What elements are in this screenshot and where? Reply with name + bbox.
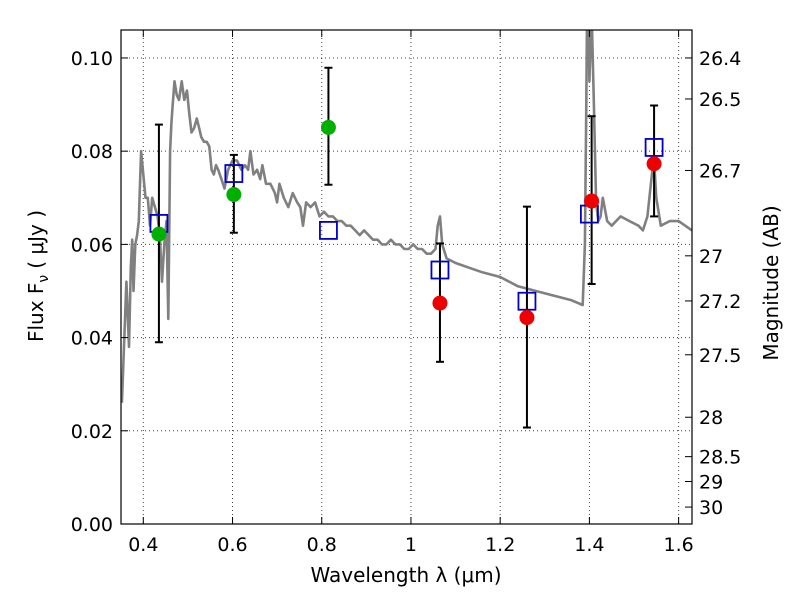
mag-tick-label: 26.4 <box>699 48 741 70</box>
mag-tick-label: 26.5 <box>699 89 741 111</box>
x-tick-label: 1.2 <box>485 534 515 556</box>
x-tick-label: 1.4 <box>574 534 604 556</box>
grid <box>121 30 692 525</box>
mag-tick-label: 30 <box>699 497 723 519</box>
mag-tick-label: 27.5 <box>699 345 741 367</box>
x-axis-label: Wavelength λ (μm) <box>310 563 501 587</box>
x-tick-label: 0.6 <box>217 534 247 556</box>
y-axis-label-main: Flux F <box>24 283 48 342</box>
photometry-point <box>226 187 242 203</box>
mag-tick-label: 28.5 <box>699 447 741 469</box>
mag-tick-label: 29 <box>699 471 723 493</box>
x-tick-label: 0.4 <box>128 534 158 556</box>
x-tick-label: 0.8 <box>307 534 337 556</box>
y-axis-label-unit: ( μJy ) <box>24 210 48 269</box>
photometry-point <box>519 310 535 326</box>
photometry-point <box>646 156 662 172</box>
tick-labels: 0.4 0.6 0.8 1 1.2 1.4 1.6 0.00 0.02 0.04 0.06 0.08 0… <box>71 48 742 556</box>
mag-tick-label: 26.7 <box>699 160 741 182</box>
photometry-point <box>151 226 167 242</box>
y-tick-label: 0.00 <box>71 514 113 536</box>
mag-tick-label: 28 <box>699 407 723 429</box>
y-axis-label-subscript: ν <box>36 275 52 283</box>
model-square-marker <box>224 164 244 183</box>
template-line <box>121 30 692 403</box>
y-tick-label: 0.08 <box>71 141 113 163</box>
template-spectrum <box>121 30 692 403</box>
right-axis-label: Magnitude (AB) <box>759 205 783 360</box>
plot-frame <box>120 29 693 525</box>
photometry-point <box>320 119 336 135</box>
axis-ticks <box>121 30 692 525</box>
photometry-point <box>432 295 448 311</box>
x-tick-label: 1 <box>405 534 417 556</box>
model-square-marker <box>517 291 537 311</box>
mag-tick-label: 27.2 <box>699 291 741 313</box>
y-tick-label: 0.10 <box>71 48 113 70</box>
y-tick-label: 0.04 <box>71 328 113 350</box>
x-tick-label: 1.6 <box>664 534 694 556</box>
y-tick-label: 0.02 <box>71 421 113 443</box>
mag-tick-label: 27 <box>699 246 723 268</box>
photometry-point <box>584 193 600 209</box>
model-square-marker <box>644 138 664 157</box>
error-bars <box>154 66 659 429</box>
model-square-marker <box>430 260 450 280</box>
photometry-markers <box>149 119 664 326</box>
model-square-marker <box>319 220 338 240</box>
y-axis-label: Flux Fν ( μJy ) <box>24 210 52 342</box>
y-tick-label: 0.06 <box>71 234 113 256</box>
